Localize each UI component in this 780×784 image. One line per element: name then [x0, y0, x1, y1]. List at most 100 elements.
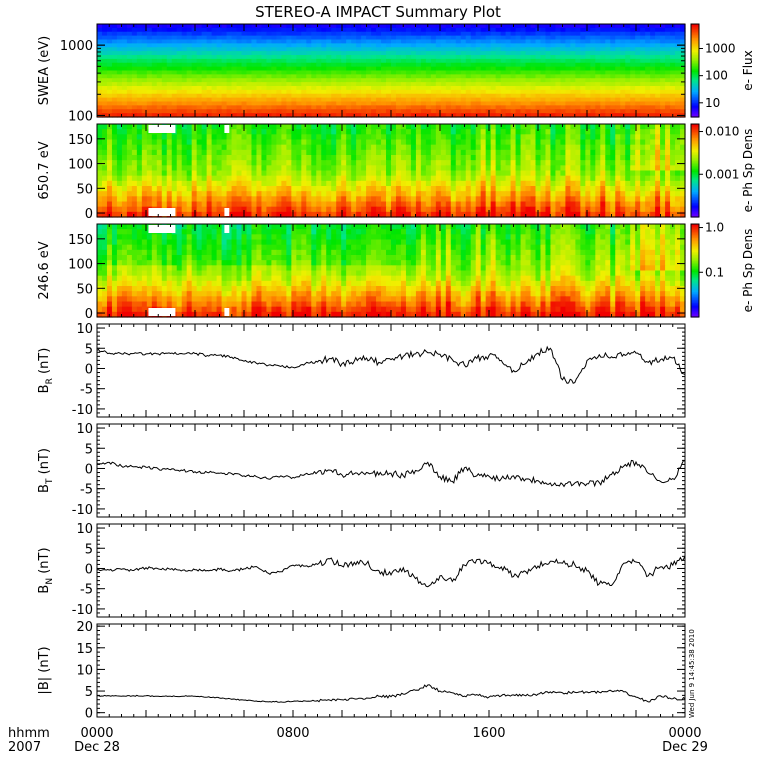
- heatmap-cell: [540, 145, 546, 151]
- heatmap-cell: [640, 51, 646, 55]
- heatmap-cell: [481, 74, 487, 78]
- heatmap-cell: [167, 196, 173, 202]
- heatmap-cell: [331, 51, 337, 55]
- heatmap-cell: [227, 165, 233, 171]
- heatmap-cell: [481, 82, 487, 86]
- heatmap-cell: [331, 176, 337, 182]
- heatmap-cell: [102, 28, 108, 32]
- heatmap-cell: [237, 145, 243, 151]
- heatmap-cell: [336, 78, 342, 82]
- heatmap-cell: [456, 102, 462, 106]
- heatmap-cell: [212, 145, 218, 151]
- heatmap-cell: [242, 186, 248, 192]
- heatmap-cell: [640, 47, 646, 51]
- heatmap-cell: [570, 74, 576, 78]
- heatmap-cell: [266, 207, 272, 213]
- heatmap-cell: [466, 181, 472, 187]
- heatmap-cell: [222, 150, 228, 156]
- heatmap-cell: [207, 40, 213, 44]
- heatmap-cell: [271, 102, 277, 106]
- heatmap-cell: [665, 94, 671, 98]
- heatmap-cell: [491, 109, 497, 113]
- heatmap-cell: [386, 51, 392, 55]
- heatmap-cell: [575, 74, 581, 78]
- heatmap-cell: [237, 28, 243, 32]
- heatmap-cell: [575, 155, 581, 161]
- heatmap-cell: [256, 94, 262, 98]
- heatmap-cell: [411, 98, 417, 102]
- heatmap-cell: [675, 55, 681, 59]
- heatmap-cell: [371, 32, 377, 36]
- heatmap-cell: [560, 55, 566, 59]
- heatmap-cell: [102, 98, 108, 102]
- heatmap-cell: [371, 176, 377, 182]
- heatmap-cell: [595, 196, 601, 202]
- heatmap-cell: [625, 32, 631, 36]
- heatmap-cell: [97, 124, 103, 130]
- heatmap-cell: [565, 40, 571, 44]
- heatmap-cell: [555, 196, 561, 202]
- heatmap-cell: [635, 82, 641, 86]
- heatmap-cell: [217, 86, 223, 90]
- heatmap-cell: [271, 51, 277, 55]
- heatmap-cell: [391, 129, 397, 135]
- heatmap-cell: [157, 98, 163, 102]
- heatmap-cell: [316, 145, 322, 151]
- heatmap-cell: [595, 47, 601, 51]
- heatmap-cell: [127, 55, 133, 59]
- heatmap-cell: [411, 94, 417, 98]
- heatmap-cell: [376, 98, 382, 102]
- heatmap-cell: [526, 176, 532, 182]
- heatmap-cell: [476, 191, 482, 197]
- heatmap-cell: [496, 28, 502, 32]
- heatmap-cell: [246, 109, 252, 113]
- heatmap-cell: [506, 186, 512, 192]
- heatmap-cell: [605, 150, 611, 156]
- heatmap-cell: [620, 32, 626, 36]
- heatmap-cell: [645, 59, 651, 63]
- heatmap-cell: [570, 82, 576, 86]
- heatmap-cell: [411, 202, 417, 208]
- heatmap-cell: [227, 74, 233, 78]
- heatmap-cell: [451, 98, 457, 102]
- heatmap-cell: [356, 102, 362, 106]
- heatmap-cell: [341, 74, 347, 78]
- heatmap-cell: [316, 74, 322, 78]
- heatmap-cell: [301, 71, 307, 75]
- heatmap-cell: [117, 55, 123, 59]
- heatmap-cell: [585, 155, 591, 161]
- heatmap-cell: [162, 59, 168, 63]
- heatmap-cell: [526, 105, 532, 109]
- heatmap-cell: [147, 63, 153, 67]
- heatmap-cell: [366, 109, 372, 113]
- heatmap-cell: [177, 94, 183, 98]
- heatmap-cell: [605, 186, 611, 192]
- heatmap-cell: [167, 43, 173, 47]
- heatmap-cell: [531, 28, 537, 32]
- heatmap-cell: [675, 150, 681, 156]
- heatmap-cell: [137, 74, 143, 78]
- heatmap-cell: [625, 181, 631, 187]
- heatmap-cell: [286, 40, 292, 44]
- heatmap-cell: [511, 47, 517, 51]
- heatmap-cell: [630, 98, 636, 102]
- heatmap-cell: [246, 98, 252, 102]
- heatmap-cell: [456, 207, 462, 213]
- heatmap-cell: [650, 171, 656, 177]
- heatmap-cell: [615, 32, 621, 36]
- heatmap-cell: [341, 43, 347, 47]
- heatmap-cell: [276, 181, 282, 187]
- heatmap-cell: [326, 47, 332, 51]
- heatmap-cell: [132, 86, 138, 90]
- heatmap-cell: [560, 47, 566, 51]
- heatmap-cell: [605, 78, 611, 82]
- heatmap-cell: [341, 150, 347, 156]
- heatmap-cell: [486, 109, 492, 113]
- heatmap-cell: [441, 155, 447, 161]
- heatmap-cell: [306, 150, 312, 156]
- heatmap-cell: [346, 51, 352, 55]
- heatmap-cell: [381, 71, 387, 75]
- heatmap-cell: [396, 98, 402, 102]
- heatmap-cell: [306, 82, 312, 86]
- heatmap-cell: [605, 160, 611, 166]
